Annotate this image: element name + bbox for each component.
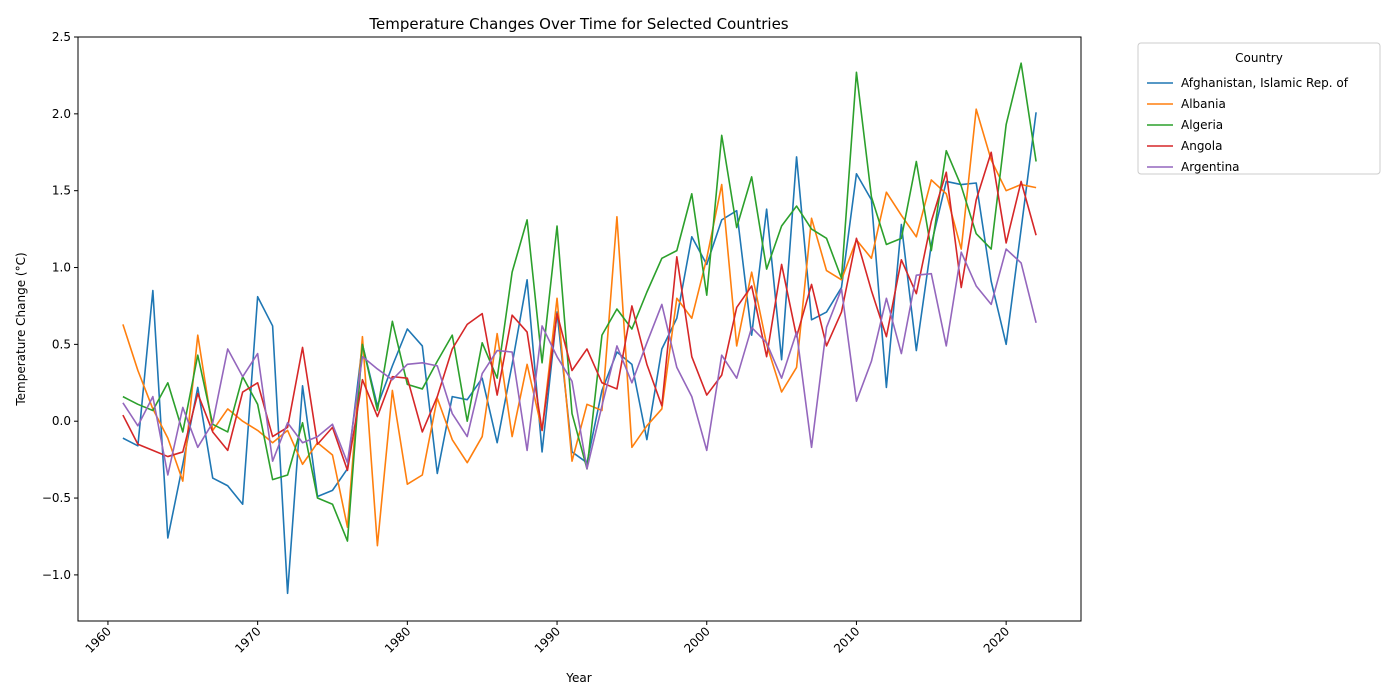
legend-label-1: Albania (1181, 97, 1226, 111)
y-tick-label: 2.5 (52, 30, 71, 44)
y-tick-label: 0.0 (52, 414, 71, 428)
legend-label-4: Argentina (1181, 160, 1240, 174)
y-tick-label: 2.0 (52, 107, 71, 121)
y-tick-label: −0.5 (42, 491, 71, 505)
y-tick-label: 1.0 (52, 261, 71, 275)
y-tick-label: 1.5 (52, 184, 71, 198)
legend-label-0: Afghanistan, Islamic Rep. of (1181, 76, 1349, 90)
chart-title: Temperature Changes Over Time for Select… (368, 15, 788, 33)
y-axis: −1.0 −0.5 0.0 0.5 1.0 1.5 2.0 2.5 (42, 30, 78, 582)
plot-area (122, 62, 1037, 595)
plot-frame (77, 36, 1082, 622)
y-tick-label: 0.5 (52, 337, 71, 351)
legend-label-3: Angola (1181, 139, 1222, 153)
legend: Country Afghanistan, Islamic Rep. of Alba… (1137, 42, 1381, 175)
legend-box (1137, 42, 1381, 175)
y-axis-label: Temperature Change (°C) (14, 252, 28, 406)
series-line-0 (122, 112, 1037, 595)
x-axis-label: Year (565, 671, 591, 685)
series-line-4 (122, 248, 1037, 476)
series-line-2 (122, 62, 1037, 542)
legend-label-2: Algeria (1181, 118, 1223, 132)
series-line-1 (122, 108, 1037, 547)
legend-title: Country (1235, 51, 1283, 65)
series-line-3 (122, 151, 1037, 472)
y-tick-label: −1.0 (42, 568, 71, 582)
